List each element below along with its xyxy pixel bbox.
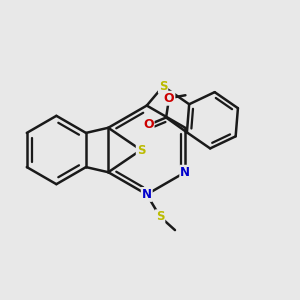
Text: N: N xyxy=(180,166,190,179)
Text: N: N xyxy=(142,188,152,201)
Text: O: O xyxy=(143,118,154,131)
Text: O: O xyxy=(164,92,174,105)
Text: S: S xyxy=(137,143,145,157)
Text: S: S xyxy=(156,210,164,223)
Text: S: S xyxy=(159,80,167,93)
